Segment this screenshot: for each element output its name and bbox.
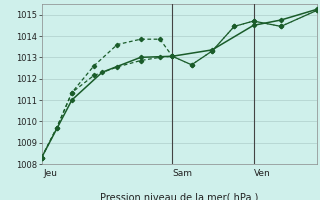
- Text: Sam: Sam: [172, 169, 192, 178]
- Text: Jeu: Jeu: [43, 169, 57, 178]
- Text: Ven: Ven: [253, 169, 270, 178]
- Text: Pression niveau de la mer( hPa ): Pression niveau de la mer( hPa ): [100, 193, 258, 200]
